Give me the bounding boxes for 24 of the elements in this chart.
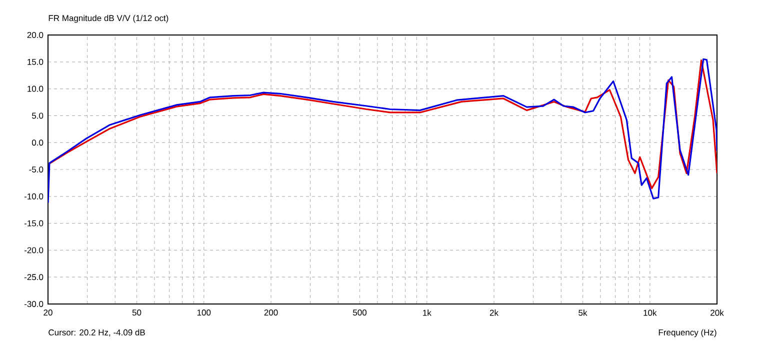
x-tick-label: 5k [578, 310, 588, 316]
y-tick-label: -10.0 [24, 193, 44, 200]
x-tick-label: 20k [710, 310, 724, 316]
y-tick-label: 5.0 [32, 112, 44, 119]
y-tick-label: 10.0 [28, 86, 44, 92]
chart-title: FR Magnitude dB V/V (1/12 oct) [48, 14, 168, 23]
y-tick-label: -30.0 [24, 300, 44, 308]
x-tick-label: 10k [644, 310, 657, 316]
x-tick-label: 20 [44, 310, 52, 316]
y-tick-label: 20.0 [27, 32, 44, 38]
y-tick-label: -25.0 [24, 274, 44, 280]
y-tick-label: -20.0 [24, 247, 44, 254]
y-tick-label: 15.0 [28, 58, 44, 65]
text: Cursor: 20.2 Hz, -4.09 dB [48, 329, 145, 336]
x-tick-label: 200 [264, 310, 278, 316]
x-axis-title: Frequency (Hz) [658, 329, 716, 338]
x-tick-label: 1k [423, 310, 432, 316]
x-tick-label: 500 [353, 310, 367, 316]
y-tick-label: 0.0 [32, 140, 44, 146]
x-tick-label: 100 [197, 310, 211, 316]
x-tick-label: 2k [490, 310, 499, 316]
x-tick-label: 50 [132, 310, 142, 316]
y-tick-label: -5.0 [29, 166, 44, 173]
y-tick-label: -15.0 [24, 220, 44, 226]
